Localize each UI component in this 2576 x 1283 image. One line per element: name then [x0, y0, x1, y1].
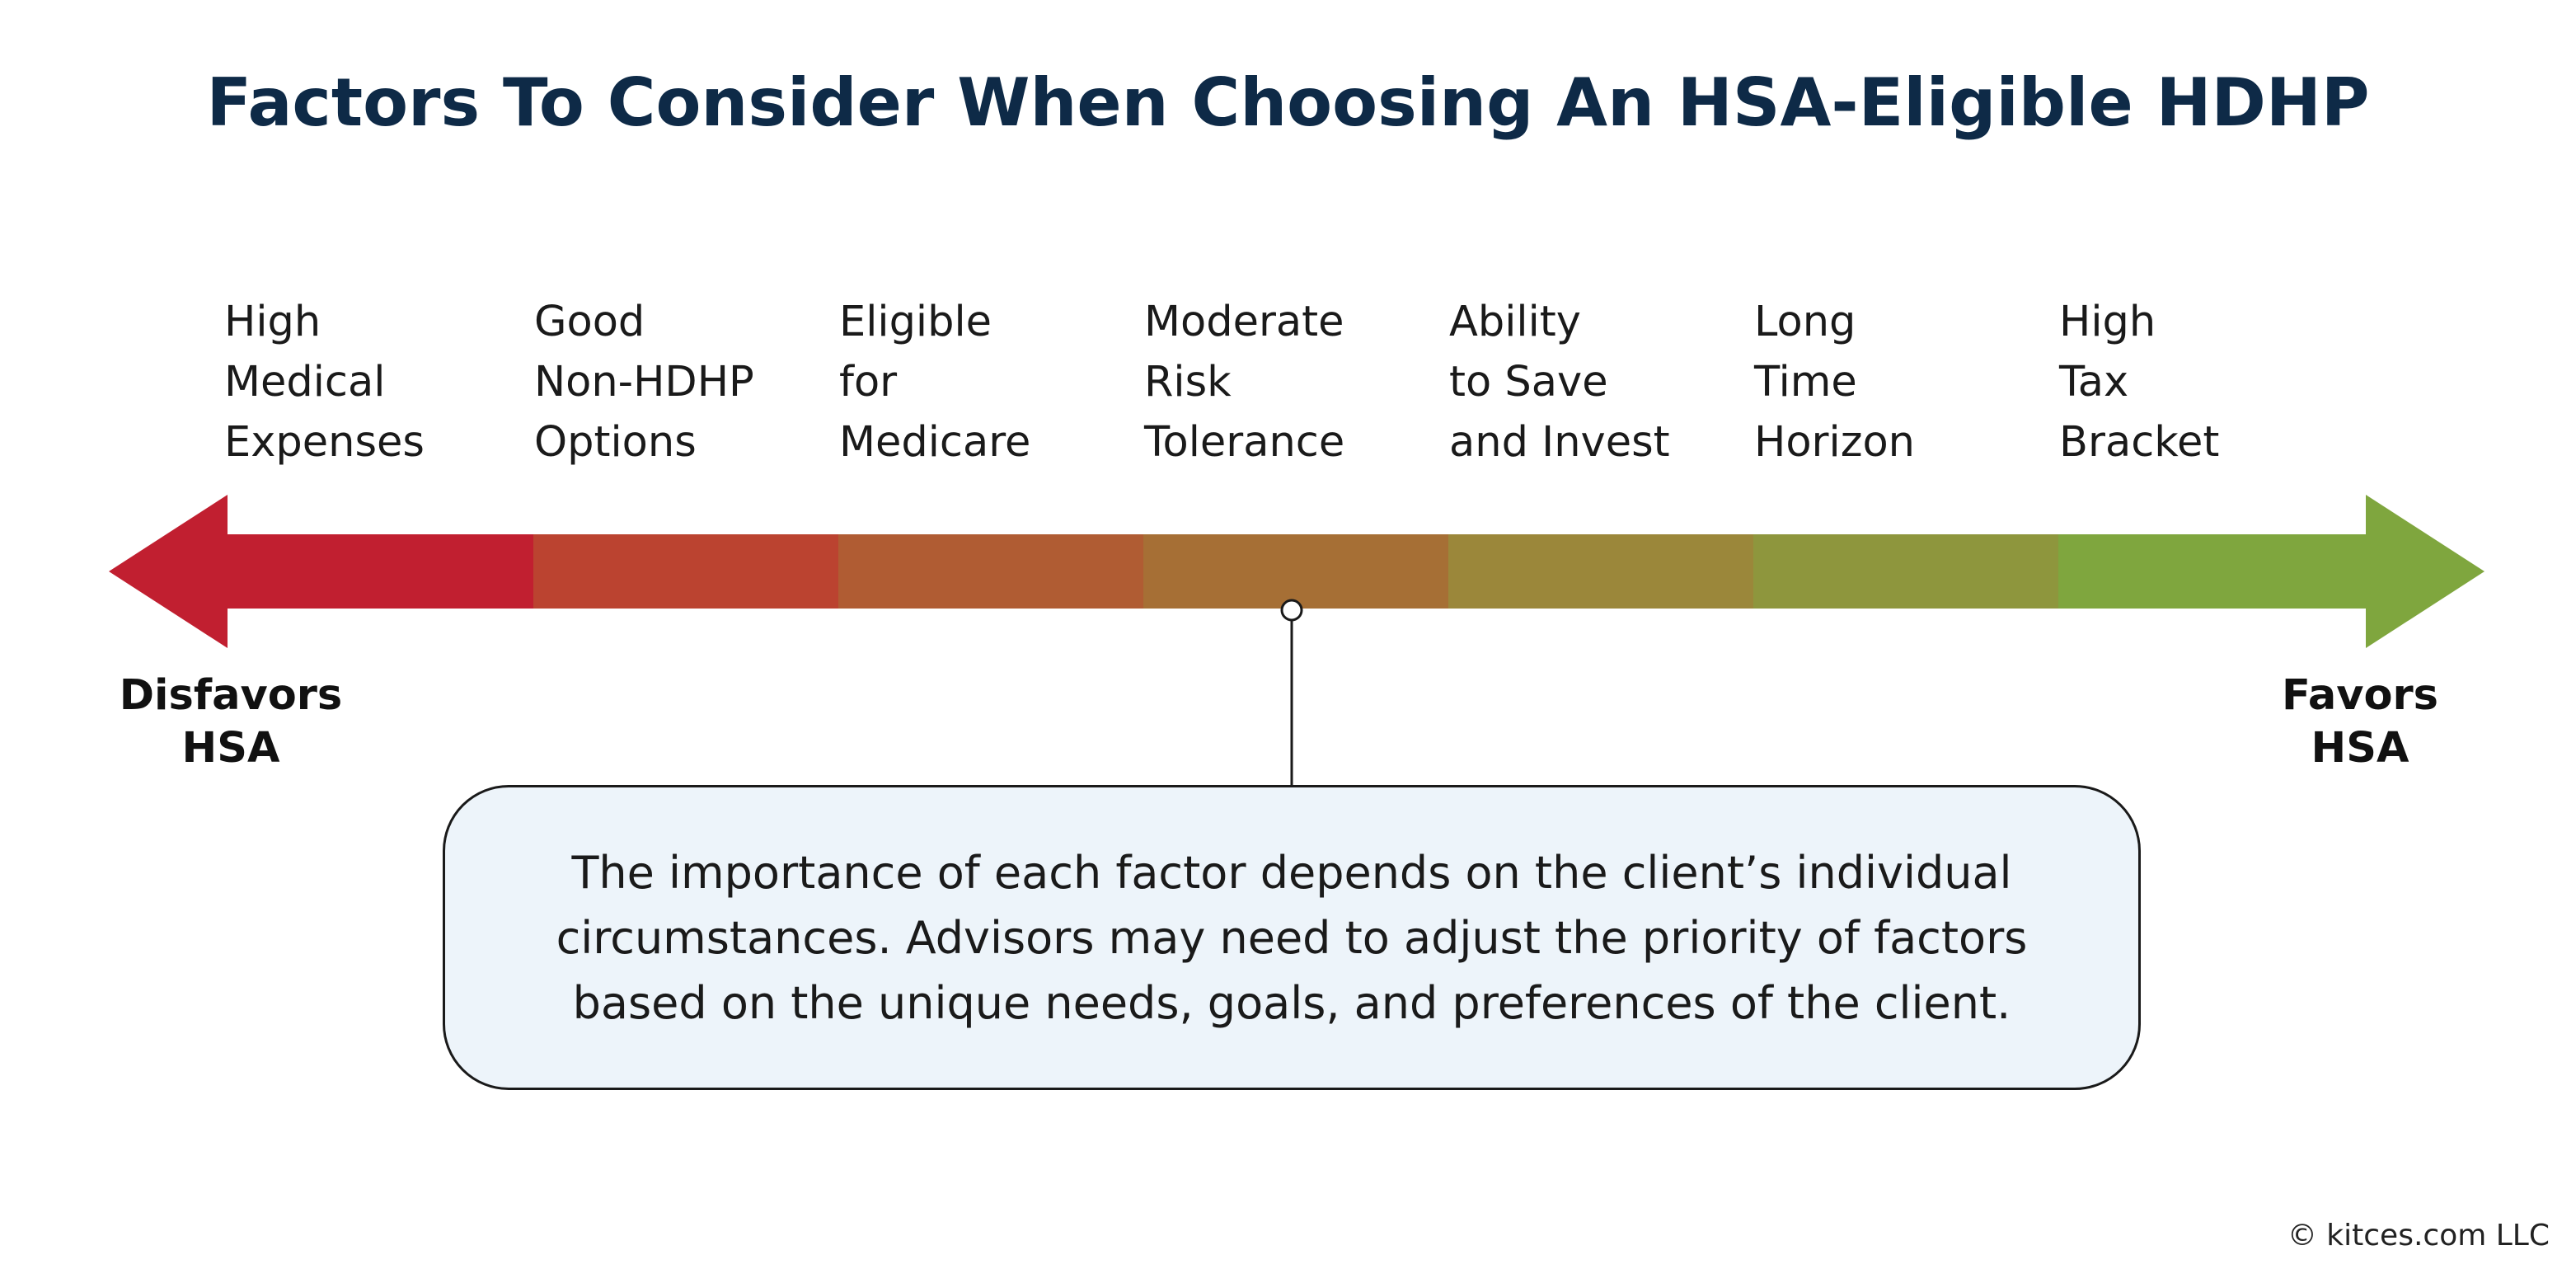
factor-line: Risk [1144, 358, 1232, 407]
factor-label-long-time-horizon: Long Time Horizon [1754, 292, 1915, 472]
arrow-right-head [2058, 495, 2485, 648]
factor-line: High [224, 298, 321, 346]
arrow-segment [533, 534, 840, 609]
factor-line: Long [1754, 298, 1856, 346]
arrow-left-head [109, 495, 534, 648]
factor-line: Non-HDHP [534, 358, 754, 407]
factor-line: Horizon [1754, 418, 1915, 467]
factor-label-high-medical-expenses: High Medical Expenses [224, 292, 425, 472]
arrow-segment [1448, 534, 1755, 609]
factor-line: Moderate [1144, 298, 1344, 346]
arrow-segment [838, 534, 1145, 609]
factor-label-eligible-for-medicare: Eligible for Medicare [839, 292, 1030, 472]
factor-label-ability-to-save-and-invest: Ability to Save and Invest [1449, 292, 1670, 472]
factor-line: Tolerance [1144, 418, 1345, 467]
factor-line: and Invest [1449, 418, 1670, 467]
end-label-line: Disfavors [119, 671, 343, 720]
factor-line: to Save [1449, 358, 1608, 407]
callout-box: The importance of each factor depends on… [443, 785, 2141, 1090]
disfavors-hsa-label: Disfavors HSA [95, 670, 367, 775]
favors-hsa-label: Favors HSA [2224, 670, 2496, 775]
factor-label-high-tax-bracket: High Tax Bracket [2059, 292, 2219, 472]
factor-line: Ability [1449, 298, 1581, 346]
callout-text: The importance of each factor depends on… [556, 846, 2028, 1029]
factor-line: for [839, 358, 898, 407]
factor-line: Medical [224, 358, 386, 407]
end-label-line: HSA [2311, 724, 2409, 773]
end-label-line: Favors [2281, 671, 2439, 720]
page-title: Factors To Consider When Choosing An HSA… [206, 64, 2370, 141]
factor-label-good-non-hdhp-options: Good Non-HDHP Options [534, 292, 754, 472]
factor-line: High [2059, 298, 2156, 346]
factor-label-moderate-risk-tolerance: Moderate Risk Tolerance [1144, 292, 1344, 472]
factor-line: Time [1754, 358, 1857, 407]
factor-line: Good [534, 298, 645, 346]
factor-line: Tax [2059, 358, 2129, 407]
factor-line: Bracket [2059, 418, 2220, 467]
arrow-segment [1753, 534, 2060, 609]
arrow-segment [1143, 534, 1450, 609]
factor-line: Options [534, 418, 697, 467]
spectrum-arrow [109, 495, 2485, 785]
factor-line: Eligible [839, 298, 992, 346]
factor-line: Medicare [839, 418, 1031, 467]
copyright-notice: © kitces.com LLC [2287, 1219, 2550, 1252]
callout-anchor-dot [1280, 599, 1303, 622]
end-label-line: HSA [181, 724, 280, 773]
factor-line: Expenses [224, 418, 425, 467]
